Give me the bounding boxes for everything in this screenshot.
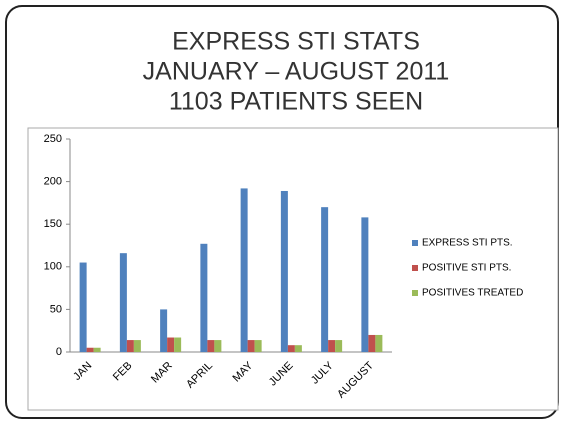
bar bbox=[200, 243, 208, 352]
bar bbox=[321, 207, 329, 352]
chart-area bbox=[27, 127, 559, 411]
legend-label: POSITIVES TREATED bbox=[422, 288, 523, 299]
legend-label: POSITIVE STI PTS. bbox=[422, 263, 511, 274]
bar bbox=[294, 345, 302, 352]
bar bbox=[160, 309, 168, 352]
legend-swatch bbox=[412, 290, 418, 296]
title-line: 1103 PATIENTS SEEN bbox=[169, 88, 423, 116]
y-tick-label: 0 bbox=[56, 346, 62, 358]
bar bbox=[167, 337, 175, 352]
title-line: EXPRESS STI STATS bbox=[172, 28, 420, 56]
bar bbox=[335, 340, 343, 352]
bar bbox=[214, 340, 222, 352]
legend-swatch bbox=[412, 265, 418, 271]
bar bbox=[93, 347, 101, 352]
y-tick-label: 250 bbox=[44, 133, 62, 145]
bar bbox=[86, 347, 94, 352]
bar bbox=[247, 340, 255, 352]
bar bbox=[368, 334, 376, 352]
y-tick-label: 50 bbox=[50, 303, 62, 315]
bar bbox=[79, 262, 87, 352]
bar bbox=[207, 340, 215, 352]
bar bbox=[126, 340, 134, 352]
bar bbox=[174, 337, 182, 352]
y-tick-label: 150 bbox=[44, 218, 62, 230]
bar bbox=[119, 253, 127, 352]
bar bbox=[375, 334, 383, 352]
title-line: JANUARY – AUGUST 2011 bbox=[143, 58, 450, 86]
bar bbox=[240, 188, 248, 352]
bar bbox=[328, 340, 336, 352]
bar bbox=[287, 345, 295, 352]
y-tick-label: 100 bbox=[44, 261, 62, 273]
legend-label: EXPRESS STI PTS. bbox=[422, 238, 513, 249]
bar bbox=[361, 217, 369, 352]
y-tick-label: 200 bbox=[44, 176, 62, 188]
bar bbox=[280, 190, 288, 352]
bar bbox=[254, 340, 262, 352]
bar bbox=[133, 340, 141, 352]
legend-swatch bbox=[412, 240, 418, 246]
